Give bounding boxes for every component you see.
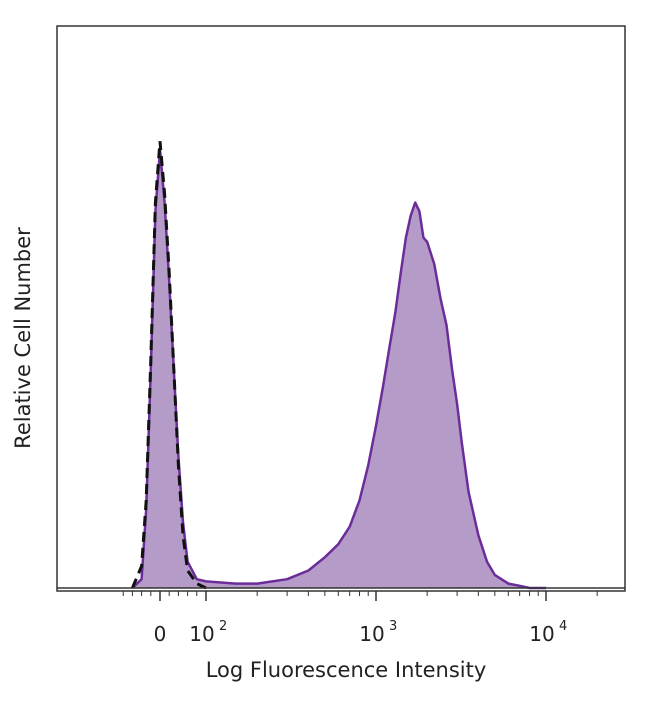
x-tick-label: 10 bbox=[529, 622, 554, 646]
stained-histogram-line bbox=[131, 148, 546, 590]
x-axis-tick-labels: 0 10 2 10 3 10 4 bbox=[154, 619, 568, 646]
stained-histogram-fill bbox=[132, 150, 546, 588]
control-histogram-line bbox=[131, 141, 207, 590]
y-axis-label: Relative Cell Number bbox=[11, 227, 35, 449]
x-tick-label: 10 bbox=[189, 622, 214, 646]
series-layer bbox=[57, 141, 625, 590]
plot-frame bbox=[56, 25, 626, 592]
x-tick-label: 10 bbox=[359, 622, 384, 646]
x-tick-exponent: 4 bbox=[559, 619, 567, 634]
x-axis-label: Log Fluorescence Intensity bbox=[206, 658, 487, 682]
x-axis-ticks bbox=[122, 591, 598, 601]
x-tick-exponent: 3 bbox=[389, 619, 397, 634]
x-tick-label: 0 bbox=[154, 622, 167, 646]
x-tick-exponent: 2 bbox=[219, 619, 227, 634]
